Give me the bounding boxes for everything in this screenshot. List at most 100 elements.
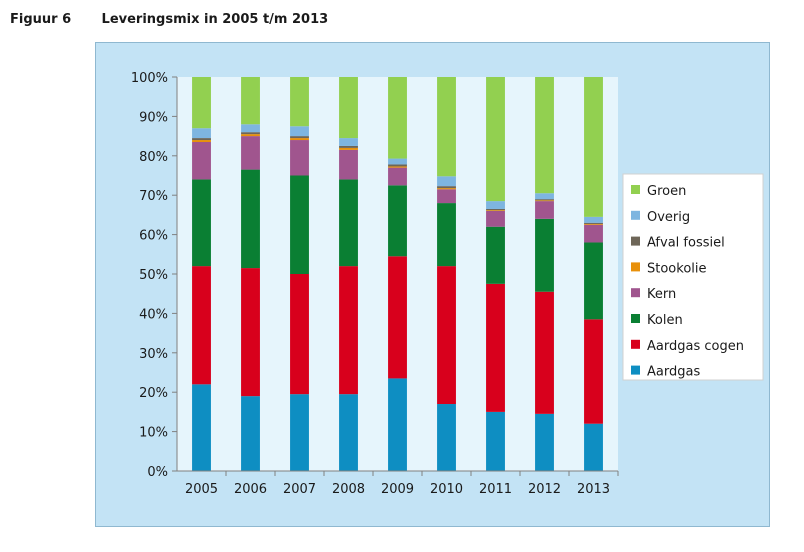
x-tick-label-2012: 2012 [528,482,561,497]
bar-aardgas-cogen-2013 [584,319,603,424]
bar-afval-fossiel-2010 [437,186,456,189]
bar-stookolie-2010 [437,188,456,190]
bar-afval-fossiel-2013 [584,222,603,224]
bar-groen-2005 [192,77,211,129]
legend-swatch-kolen [631,314,640,323]
bar-afval-fossiel-2008 [339,145,358,148]
bar-kolen-2010 [437,203,456,267]
bar-kolen-2012 [535,218,554,292]
legend-label-groen: Groen [647,184,686,199]
bar-kern-2006 [241,136,260,170]
bar-kern-2008 [339,149,358,180]
legend-swatch-groen [631,185,640,194]
bar-aardgas-2006 [241,396,260,471]
bar-overig-2011 [486,201,505,209]
legend-box [622,173,764,381]
bar-stookolie-2012 [535,200,554,202]
bar-kern-2007 [290,140,309,176]
y-tick-label-3: 30% [139,347,168,362]
bar-kern-2012 [535,201,554,219]
bar-stookolie-2013 [584,223,603,225]
chart-frame: 0% 10% 20% 30% 40% 50% 60% 70% 80% 90% 100% 2005 20… [95,42,770,527]
bar-groen-2008 [339,77,358,139]
bar-stookolie-2011 [486,210,505,211]
bar-stookolie-2008 [339,147,358,150]
bar-groen-2010 [437,77,456,177]
y-tick-label-5: 50% [139,268,168,283]
bar-kern-2009 [388,167,407,186]
x-tick-label-2010: 2010 [430,482,463,497]
bar-aardgas-cogen-2010 [437,266,456,405]
bar-kolen-2013 [584,242,603,320]
bar-aardgas-2010 [437,404,456,471]
bar-afval-fossiel-2011 [486,208,505,211]
y-axis: 0% 10% 20% 30% 40% 50% 60% 70% 80% 90% 100% [131,71,177,480]
legend-swatch-stookolie [631,262,640,272]
y-tick-label-0: 0% [147,465,168,480]
stacked-bar-chart: 0%10%20%30%40%50%60%70%80%90%100% 2005 20… [131,71,764,497]
legend: Groen Overig Afval fossiel Stookolie Kern Kol… [622,173,764,381]
legend-swatch-aardgas [631,365,640,375]
legend-label-afval-fossiel: Afval fossiel [647,236,725,251]
bar-aardgas-cogen-2011 [486,283,505,412]
legend-swatch-overig [631,210,640,220]
bar-aardgas-cogen-2012 [535,291,554,414]
y-tick-label-1: 10% [139,426,168,441]
bar-aardgas-2008 [339,394,358,471]
bar-kern-2005 [192,142,211,180]
bar-stookolie-2007 [290,138,309,141]
legend-label-kern: Kern [647,287,676,302]
bar-afval-fossiel-2009 [388,164,407,167]
bar-aardgas-2013 [584,423,603,471]
bar-overig-2012 [535,193,554,200]
bar-overig-2010 [437,176,456,187]
legend-swatch-aardgas-cogen [631,339,640,349]
bar-groen-2009 [388,77,407,159]
bar-groen-2007 [290,77,309,127]
bar-overig-2006 [241,124,260,133]
x-tick-label-2007: 2007 [283,482,316,497]
bar-groen-2013 [584,77,603,217]
x-tick-label-2011: 2011 [479,482,512,497]
bar-aardgas-2009 [388,378,407,471]
bar-kolen-2006 [241,169,260,269]
bar-aardgas-cogen-2008 [339,266,358,395]
bar-kolen-2005 [192,179,211,267]
y-tick-label-7: 70% [139,189,168,204]
legend-label-kolen: Kolen [647,313,683,328]
bar-kern-2011 [486,210,505,227]
legend-label-overig: Overig [647,210,690,225]
y-tick-label-4: 40% [139,307,168,322]
figure-header: Figuur 6 Leveringsmix in 2005 t/m 2013 [10,12,328,27]
bar-stookolie-2005 [192,140,211,143]
bar-kolen-2007 [290,175,309,274]
x-tick-label-2008: 2008 [332,482,365,497]
y-tick-label-10: 100% [131,71,168,86]
bar-aardgas-2011 [486,411,505,471]
legend-swatch-kern [631,288,640,298]
bar-groen-2012 [535,77,554,194]
bar-kolen-2011 [486,226,505,284]
bars-group [192,77,603,471]
y-tick-label-6: 60% [139,229,168,244]
legend-swatch-afval-fossiel [631,236,640,246]
bar-kern-2013 [584,224,603,243]
figure-number: Figuur 6 [10,12,72,27]
bar-overig-2007 [290,126,309,137]
bar-kern-2010 [437,189,456,204]
x-tick-label-2005: 2005 [185,482,218,497]
bar-aardgas-cogen-2009 [388,256,407,379]
legend-label-stookolie: Stookolie [647,261,707,276]
bar-overig-2009 [388,158,407,165]
bar-aardgas-cogen-2006 [241,268,260,397]
bar-aardgas-2005 [192,384,211,471]
legend-label-aardgas-cogen: Aardgas cogen [647,339,744,354]
x-tick-label-2006: 2006 [234,482,267,497]
bar-aardgas-2007 [290,394,309,471]
x-axis: 2005 2006 2007 2008 2009 2010 2011 2012 2013 [185,471,619,497]
bar-overig-2005 [192,128,211,139]
bar-aardgas-cogen-2007 [290,274,309,395]
bar-afval-fossiel-2005 [192,138,211,141]
bar-stookolie-2006 [241,134,260,137]
y-tick-label-2: 20% [139,386,168,401]
